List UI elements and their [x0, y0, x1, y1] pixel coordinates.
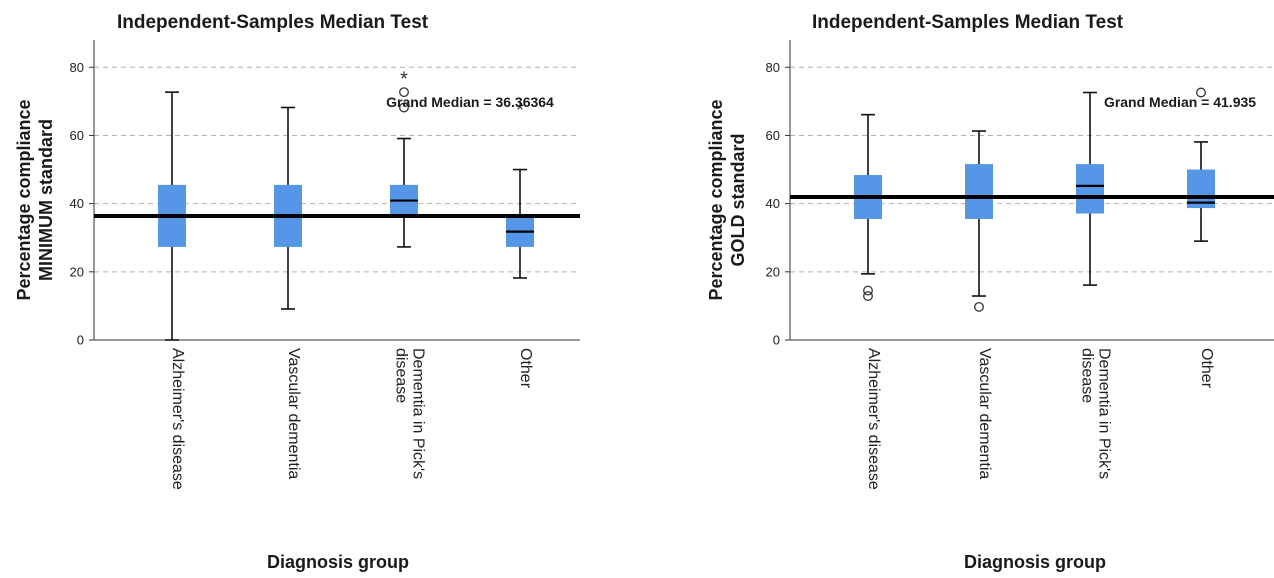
chart1-title: Independent-Samples Median Test — [117, 12, 429, 33]
chart1-category-label: disease — [393, 348, 410, 403]
chart1-category-label: Vascular dementia — [285, 348, 302, 479]
chart2-y-tick-label: 80 — [766, 60, 780, 75]
chart1-extreme-point: * — [400, 68, 408, 90]
chart2-y-axis-label-line2: GOLD standard — [728, 133, 748, 266]
chart1-category-label: Other — [517, 348, 534, 389]
chart2-y-tick-label: 60 — [766, 128, 780, 143]
chart2-x-axis-label: Diagnosis group — [964, 552, 1106, 572]
chart1-y-tick-label: 20 — [70, 264, 84, 279]
chart1-outlier-point — [399, 87, 409, 98]
chart1-outlier-point — [399, 102, 409, 113]
chart1-extreme-point: * — [516, 100, 524, 122]
chart1-y-tick-label: 40 — [70, 196, 84, 211]
chart2-category-label: Alzheimer's disease — [865, 348, 882, 490]
chart2-outlier-point — [863, 291, 873, 301]
chart2-box — [965, 164, 993, 219]
chart1-y-tick-label: 60 — [70, 128, 84, 143]
chart1-category-label: Alzheimer's disease — [169, 348, 186, 490]
chart2-y-tick-label: 20 — [766, 264, 780, 279]
chart2-grand-median-label: Grand Median = 41.935 — [1104, 94, 1256, 110]
chart2-y-tick-label: 0 — [773, 333, 780, 348]
chart2-outlier-point — [974, 301, 984, 312]
chart1-y-axis-label-line1: Percentage compliance — [14, 99, 34, 300]
chart2-y-tick-label: 40 — [766, 196, 780, 211]
chart1-grand-median-label: Grand Median = 36.36364 — [386, 94, 554, 110]
chart2-outlier-point — [1196, 87, 1206, 98]
chart2-category-label: Vascular dementia — [976, 348, 993, 479]
chart2-box — [1076, 164, 1104, 214]
chart2-outlier-point — [863, 285, 873, 296]
chart2-category-label: disease — [1079, 348, 1096, 403]
chart1-y-tick-label: 80 — [70, 60, 84, 75]
chart1-x-axis-label: Diagnosis group — [267, 552, 409, 572]
chart1-y-axis-label-line2: MINIMUM standard — [36, 119, 56, 281]
chart2-category-label: Dementia in Pick's — [1096, 348, 1113, 479]
chart1-y-tick-label: 0 — [77, 333, 84, 348]
chart2-y-axis-label-line1: Percentage compliance — [706, 99, 726, 300]
chart1-category-label: Dementia in Pick's — [410, 348, 427, 479]
chart2-title: Independent-Samples Median Test — [812, 12, 1124, 33]
chart2-category-label: Other — [1198, 348, 1215, 389]
